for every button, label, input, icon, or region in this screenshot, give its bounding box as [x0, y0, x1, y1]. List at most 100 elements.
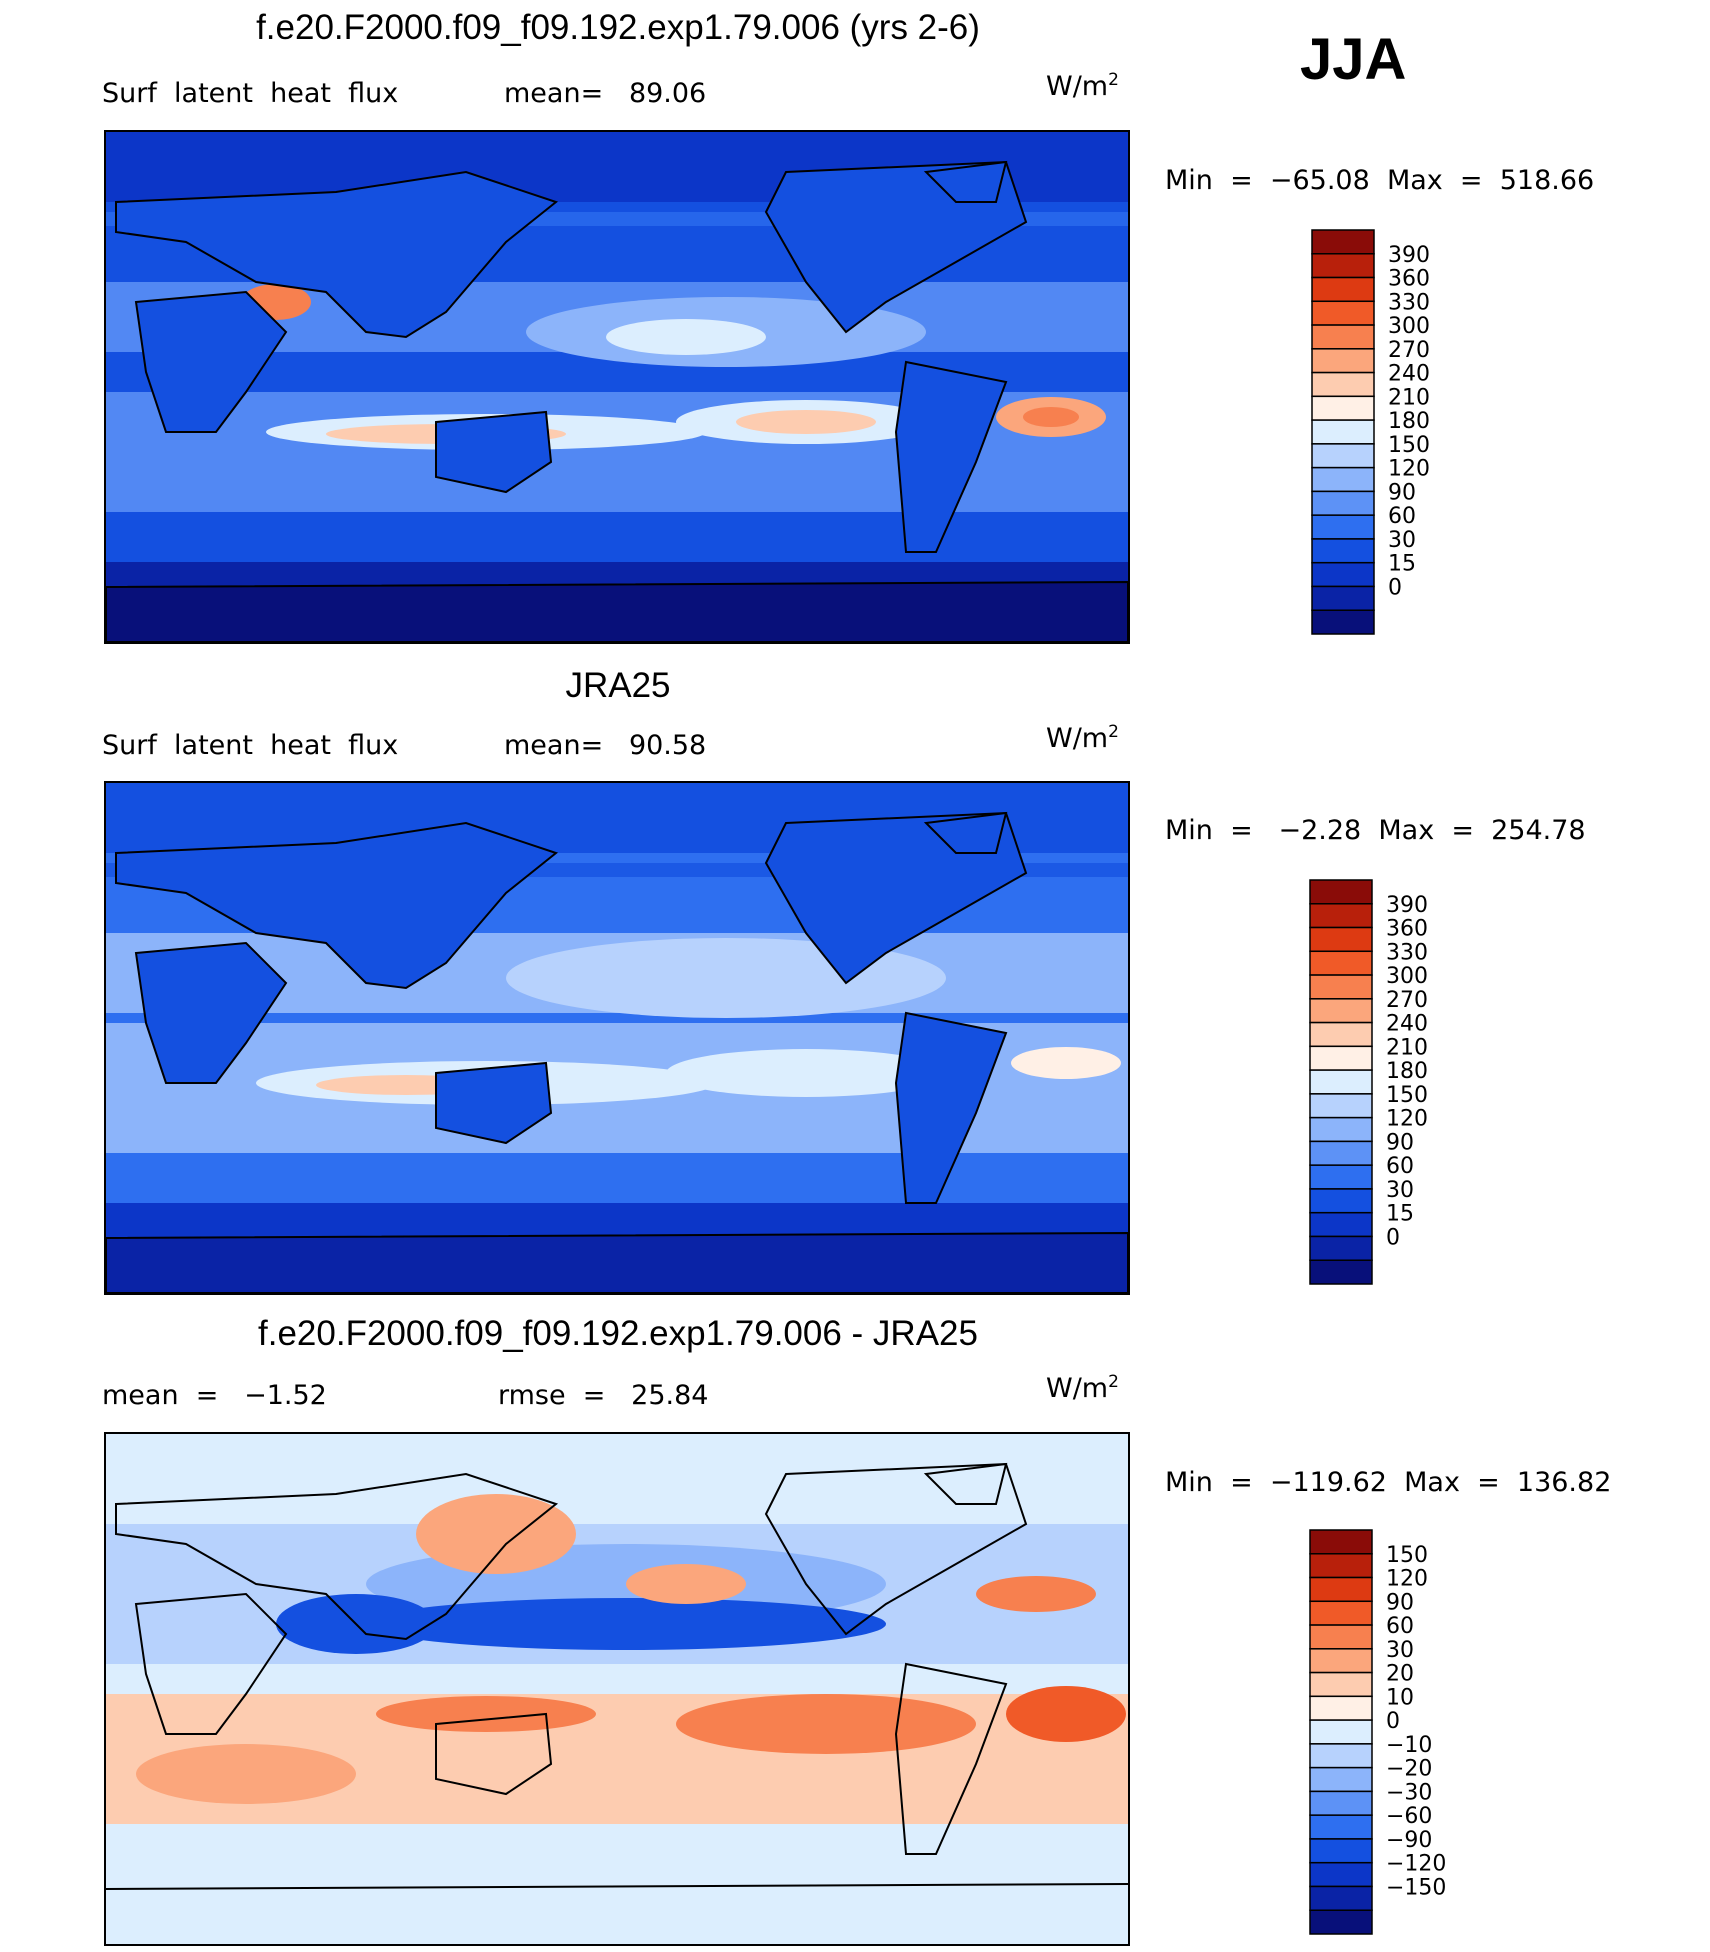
panel2-colorbar-label: 90 [1386, 1130, 1414, 1155]
panel3-map [104, 1432, 1130, 1946]
panel1-colorbar-swatch [1311, 276, 1375, 303]
panel2-colorbar-swatch [1309, 1211, 1373, 1238]
panel3-colorbar: 150 120 90 60 30 20 10 0 −10 −20 −30 −60 −90 −120 −150 [1308, 1528, 1508, 1938]
panel3-colorbar-swatch [1309, 1766, 1373, 1793]
panel1-title: f.e20.F2000.f09_f09.192.exp1.79.006 (yrs… [256, 8, 980, 47]
panel3-colorbar-swatch [1309, 1790, 1373, 1816]
panel2-colorbar-swatch [1309, 1116, 1373, 1143]
panel2-colorbar-label: 15 [1386, 1202, 1414, 1227]
panel3-colorbar-label: −10 [1386, 1733, 1432, 1758]
panel1-colorbar-label: 180 [1388, 409, 1430, 434]
panel1-colorbar-label: 390 [1388, 243, 1430, 268]
panel1-colorbar-label: 300 [1388, 314, 1430, 339]
panel3-colorbar-swatch [1309, 1671, 1373, 1698]
panel1-colorbar-label: 120 [1388, 457, 1430, 482]
panel1-colorbar-label: 90 [1388, 480, 1416, 505]
panel1-variable-label: Surf latent heat flux [102, 78, 399, 109]
panel2-variable-label: Surf latent heat flux [102, 730, 399, 761]
panel2-satl-max [1011, 1047, 1121, 1079]
panel1-minmax: Min = −65.08 Max = 518.66 [1165, 165, 1595, 196]
panel1-npac-core [606, 319, 766, 355]
panel2-colorbar-label: 240 [1386, 1012, 1428, 1037]
panel2-eurasia-outline [115, 821, 559, 990]
panel2-colorbar-swatch [1309, 1021, 1373, 1048]
panel1-map [104, 130, 1130, 644]
panel1-mean-label: mean= 89.06 [504, 78, 707, 109]
panel1-colorbar-swatch [1311, 490, 1375, 516]
panel2-spac-band [666, 1049, 946, 1097]
panel1-colorbar-label: 60 [1388, 504, 1416, 529]
panel3-colorbar-swatch [1309, 1814, 1373, 1840]
panel3-colorbar-label: 150 [1386, 1543, 1428, 1568]
panel2-title: JRA25 [565, 666, 671, 705]
panel2-continents [106, 811, 1128, 1293]
panel1-colorbar-swatch [1311, 395, 1375, 421]
panel2-colorbar: 390 360 330 300 270 240 210 180 150 120 90 60 30 15 0 [1308, 878, 1488, 1288]
panel1-colorbar-swatch [1311, 324, 1375, 350]
panel3-australia-outline [435, 1712, 553, 1796]
panel3-background [106, 1434, 1128, 1944]
panel2-mean-label: mean= 90.58 [504, 730, 707, 761]
panel3-greenland-outline [923, 1462, 1008, 1505]
panel3-minmax: Min = −119.62 Max = 136.82 [1165, 1467, 1612, 1498]
panel3-colorbar-swatch [1309, 1885, 1373, 1911]
panel3-units: W/m2 [1046, 1372, 1119, 1404]
panel3-natl-pos [976, 1576, 1096, 1612]
panel2-colorbar-swatch [1309, 1045, 1373, 1071]
panel1-colorbar-swatch [1311, 609, 1375, 635]
panel3-colorbar-label: −90 [1386, 1828, 1432, 1853]
panel2-colorbar-swatch [1309, 1188, 1373, 1214]
panel2-colorbar-swatch [1309, 1140, 1373, 1166]
panel3-colorbar-label: −120 [1386, 1852, 1446, 1877]
panel2-colorbar-swatch [1309, 998, 1373, 1024]
panel2-colorbar-swatch [1309, 1235, 1373, 1261]
panel2-namerica-outline [764, 811, 1028, 985]
panel2-greenland-outline [923, 811, 1008, 854]
panel1-colorbar-label: 30 [1388, 528, 1416, 553]
panel1-colorbar-swatch [1311, 514, 1375, 540]
panel3-colorbar-label: −20 [1386, 1757, 1432, 1782]
panel1-colorbar-label: 150 [1388, 433, 1430, 458]
panel1-namerica-outline [764, 160, 1028, 334]
panel2-colorbar-swatch [1309, 879, 1373, 905]
panel3-colorbar-swatch [1309, 1529, 1373, 1555]
panel3-colorbar-label: 60 [1386, 1614, 1414, 1639]
panel3-colorbar-label: 10 [1386, 1685, 1414, 1710]
panel3-colorbar-swatch [1309, 1695, 1373, 1721]
panel2-colorbar-label: 0 [1386, 1225, 1400, 1250]
panel3-eurasia-outline [115, 1472, 559, 1641]
panel1-units: W/m2 [1046, 70, 1119, 102]
panel1-colorbar-label: 15 [1388, 552, 1416, 577]
panel3-colorbar-label: 0 [1386, 1709, 1400, 1734]
panel3-colorbar-label: 90 [1386, 1590, 1414, 1615]
panel1-colorbar-swatch [1311, 538, 1375, 564]
panel3-africa-outline [134, 1592, 288, 1735]
panel1-colorbar-swatch [1311, 443, 1375, 469]
panel1-colorbar-label: 270 [1388, 338, 1430, 363]
panel1-samerica-outline [894, 360, 1008, 553]
panel2-map [104, 781, 1130, 1295]
panel3-colorbar-label: 20 [1386, 1662, 1414, 1687]
panel1-colorbar-label: 330 [1388, 290, 1430, 315]
panel3-colorbar-swatch [1309, 1624, 1373, 1650]
panel3-colorbar-swatch [1309, 1719, 1373, 1745]
panel1-satl-core [1023, 407, 1079, 427]
panel2-colorbar-swatch [1309, 950, 1373, 976]
panel1-colorbar-swatch [1311, 371, 1375, 398]
panel2-colorbar-label: 330 [1386, 940, 1428, 965]
panel3-colorbar-swatch [1309, 1576, 1373, 1603]
panel1-colorbar-swatch [1311, 348, 1375, 374]
panel3-colorbar-swatch [1309, 1743, 1373, 1769]
panel2-colorbar-label: 120 [1386, 1107, 1428, 1132]
panel1-continents [106, 160, 1128, 642]
panel2-colorbar-label: 150 [1386, 1083, 1428, 1108]
panel2-colorbar-label: 390 [1386, 893, 1428, 918]
panel3-antarctic [106, 1904, 1128, 1944]
panel1-map-canvas [106, 132, 1128, 642]
panel1-colorbar-swatch [1311, 300, 1375, 326]
panel2-units: W/m2 [1046, 722, 1119, 754]
panel3-satl-pos [1006, 1686, 1126, 1742]
panel2-colorbar-label: 270 [1386, 988, 1428, 1013]
